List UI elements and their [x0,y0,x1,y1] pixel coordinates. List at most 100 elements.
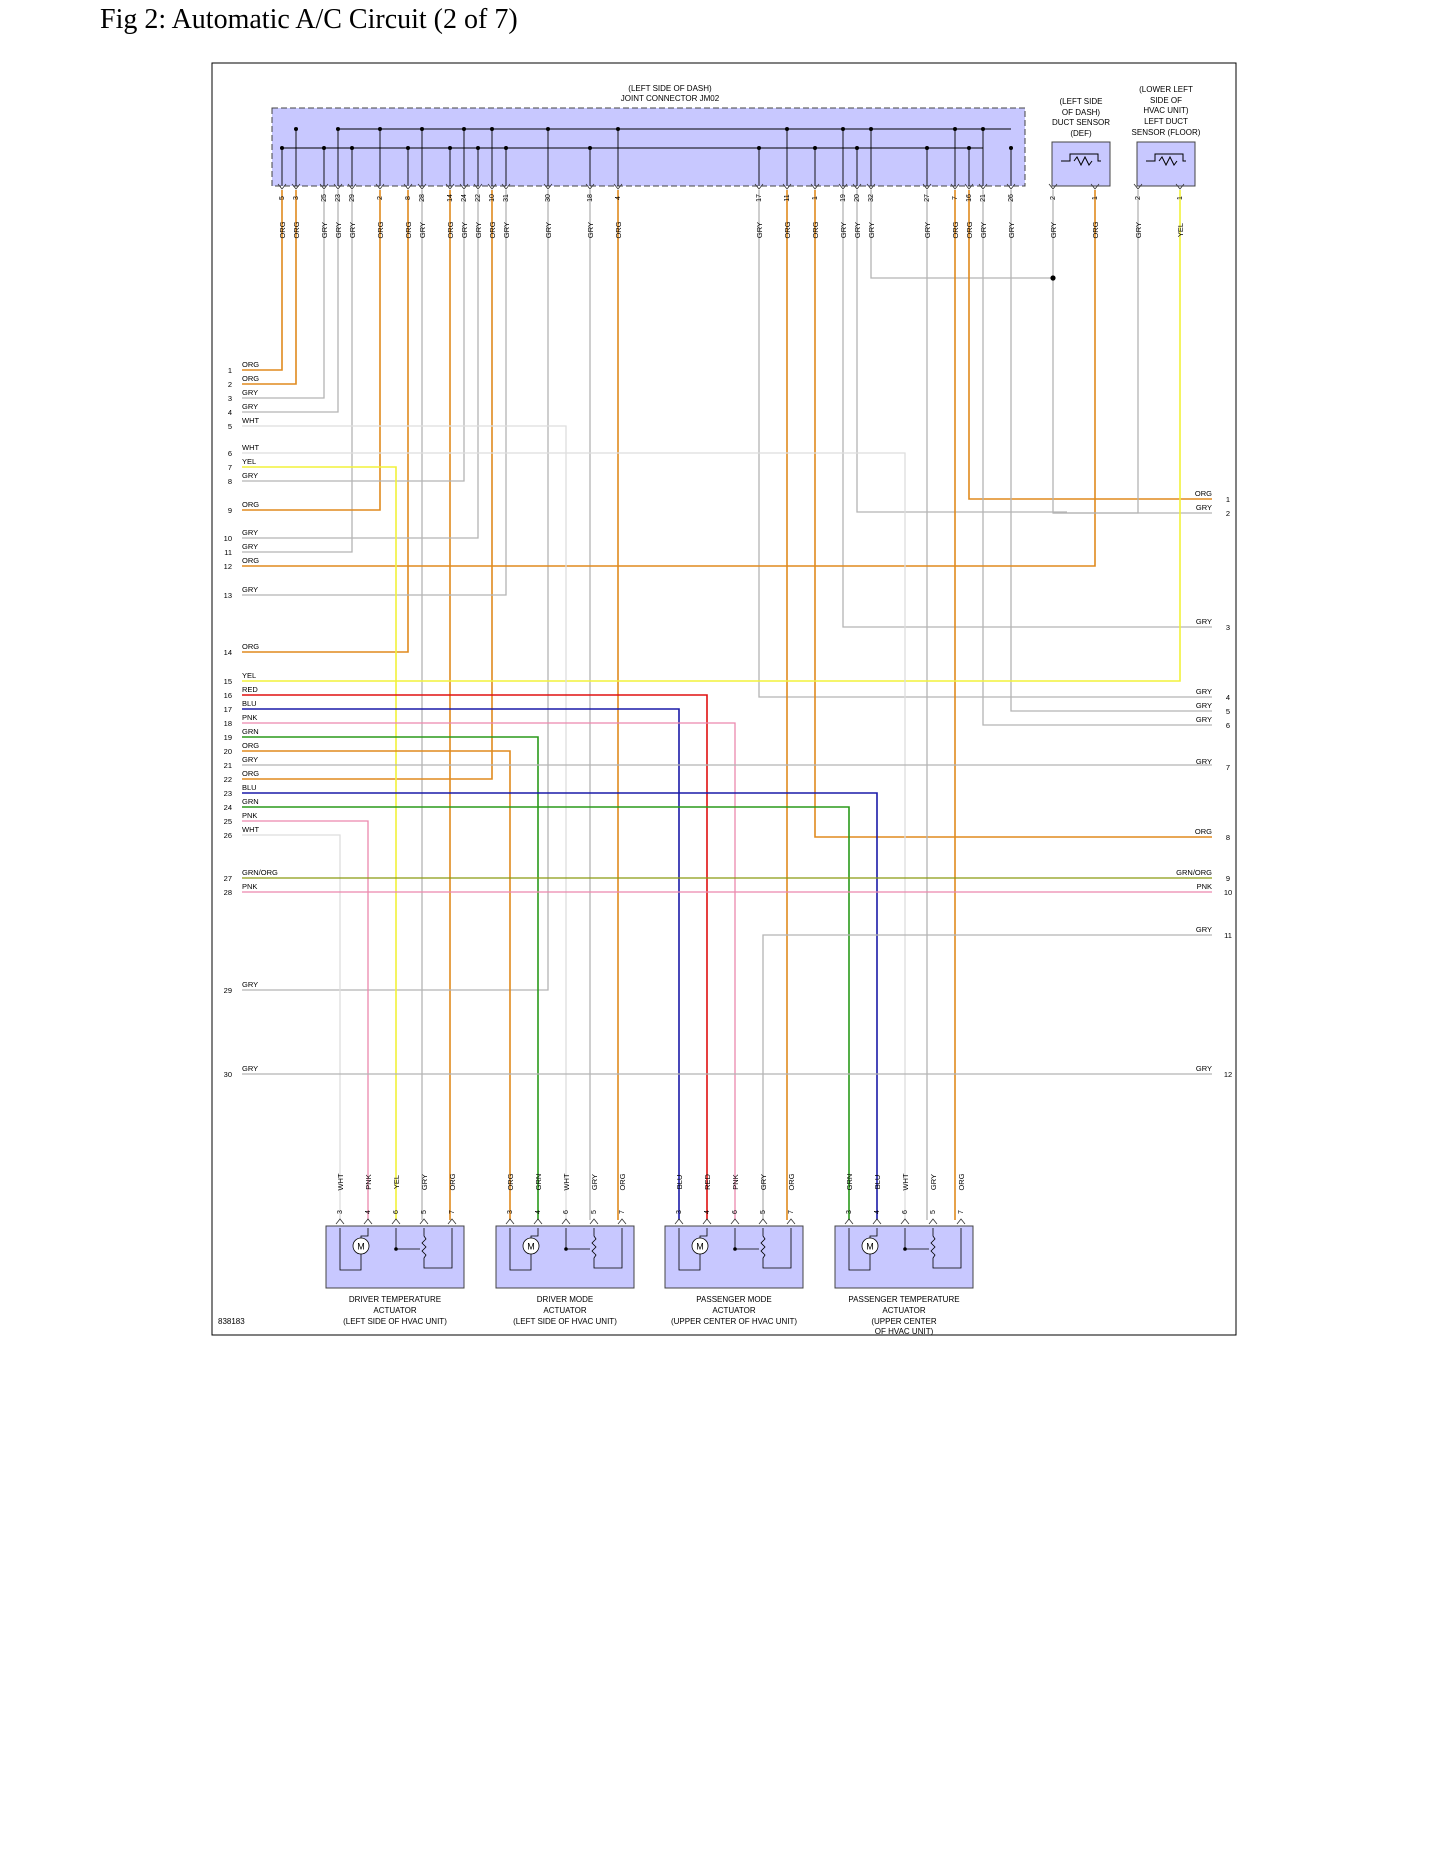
top-pin-number: 21 [980,194,987,202]
pin-symbol [754,183,764,190]
top-pin-number: 30 [545,194,552,202]
pin-symbol [956,1218,966,1225]
def-sensor-zigzag [1073,155,1093,167]
wire [242,708,680,1220]
top-pin-wire-color: GRY [502,222,511,238]
actuator-pin-number: 4 [365,1210,372,1214]
left-terminal-number: 13 [224,591,232,600]
actuator-pin-number: 5 [760,1210,767,1214]
junction-dot [869,127,873,131]
top-pin-wire-color: ORG [446,221,455,238]
top-pin-number: 32 [868,194,875,202]
top-pin-number: 26 [1008,194,1015,202]
pin-symbol [333,183,343,190]
pin-symbol [363,1218,373,1225]
left-terminal-wire-color: GRY [242,755,258,764]
motor-label: M [527,1242,535,1252]
junction-dot [336,127,340,131]
motor-wire [699,1228,708,1238]
junction-dot [855,146,859,150]
actuator-pin-wire-color: PNK [731,1174,740,1189]
actuator-label: DRIVER MODE [537,1295,593,1304]
top-pin-number: 17 [756,194,763,202]
left-terminal-number: 9 [228,506,232,515]
left-terminal-number: 30 [224,1070,232,1079]
actuator-pin-number: 5 [930,1210,937,1214]
left-terminal-number: 23 [224,789,232,798]
top-pin-number: 10 [489,194,496,202]
actuator-pin-wire-color: ORG [506,1173,515,1190]
pin-symbol [613,183,623,190]
junction-dot [785,127,789,131]
top-pin-number: 25 [321,194,328,202]
pin-symbol [585,183,595,190]
left-terminal-number: 22 [224,775,232,784]
left-terminal-number: 25 [224,817,232,826]
actuator-pin-wire-color: YEL [392,1175,401,1189]
pin-symbol [459,183,469,190]
pin-symbol [505,1218,515,1225]
left-terminal-wire-color: GRY [242,1064,258,1073]
junction-dot [546,127,550,131]
right-terminal-wire-color: ORG [1195,489,1212,498]
right-terminal-wire-color: GRY [1196,617,1212,626]
actuator-label: ACTUATOR [373,1306,416,1315]
left-terminal-wire-color: ORG [242,374,259,383]
left-terminal-number: 28 [224,888,232,897]
pin-symbol [950,183,960,190]
wire [242,190,283,371]
right-terminal-number: 8 [1226,833,1230,842]
wire [242,190,1096,567]
def-sensor-label-3: DUCT SENSOR [1052,118,1110,127]
actuator-pin-number: 5 [421,1210,428,1214]
actuator-pin-wire-color: GRY [759,1174,768,1190]
pin-symbol [964,183,974,190]
actuator-pin-wire-color: RED [703,1174,712,1190]
right-terminal-number: 4 [1226,693,1230,702]
top-pin-number: 1 [1092,196,1099,200]
wire [242,452,906,1220]
motor-label: M [357,1242,365,1252]
floor-sensor-label-1: (LOWER LEFT [1139,85,1193,94]
pin-symbol [702,1218,712,1225]
top-pin-number: 14 [447,194,454,202]
pin-symbol [674,1218,684,1225]
diagram-code: 838183 [218,1317,245,1326]
floor-sensor-label-5: SENSOR (FLOOR) [1132,128,1201,137]
junction-dot [757,146,761,150]
left-terminal-number: 7 [228,463,232,472]
pin-symbol [844,1218,854,1225]
wire [242,190,339,413]
pin-symbol [1133,183,1143,190]
actuator-label: OF HVAC UNIT) [875,1327,934,1336]
junction-dot [504,146,508,150]
top-pin-number: 11 [784,194,791,201]
junction-dot [378,127,382,131]
actuator-label: ACTUATOR [543,1306,586,1315]
pin-symbol [501,183,511,190]
left-terminal-wire-color: GRY [242,585,258,594]
pin-symbol [487,183,497,190]
actuator-pin-wire-color: GRY [590,1174,599,1190]
pin-symbol [617,1218,627,1225]
actuator-pin-wire-color: BLU [873,1175,882,1190]
actuator-pin-number: 3 [337,1210,344,1214]
wire [242,820,369,1220]
def-sensor-label-2: OF DASH) [1062,108,1101,117]
left-terminal-wire-color: PNK [242,882,257,891]
left-terminal-wire-color: WHT [242,443,259,452]
actuator-pin-number: 6 [393,1210,400,1214]
actuator-pin-number: 3 [676,1210,683,1214]
right-terminal-wire-color: GRY [1196,503,1212,512]
actuator-label: DRIVER TEMPERATURE [349,1295,441,1304]
actuator-pin-wire-color: GRN [534,1174,543,1191]
top-pin-number: 2 [1135,196,1142,200]
wire [242,190,549,991]
wire [1052,190,1212,514]
left-terminal-wire-color: BLU [242,699,257,708]
left-terminal-wire-color: GRY [242,542,258,551]
wire [242,190,353,553]
top-pin-wire-color: GRY [867,222,876,238]
actuator-label: ACTUATOR [712,1306,755,1315]
